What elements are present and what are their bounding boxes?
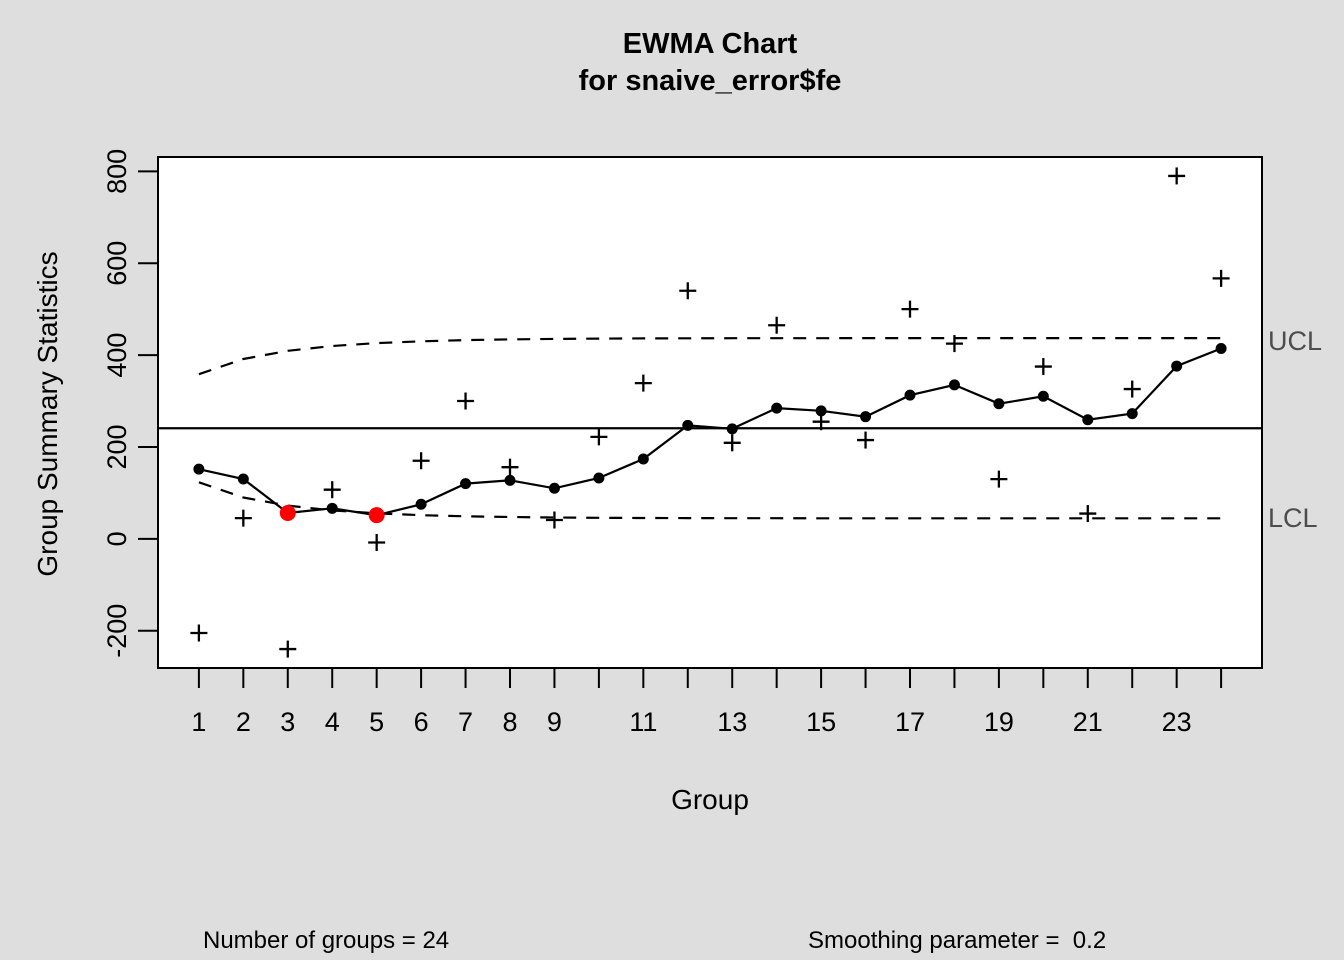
ucl-line (198, 337, 1222, 376)
y-tick-label: 600 (102, 241, 132, 286)
chart-subtitle: for snaive_error$fe (578, 65, 842, 97)
ewma-point (415, 498, 427, 510)
ewma-point (237, 473, 249, 485)
x-tick-label: 11 (629, 707, 657, 737)
x-tick-label: 2 (236, 707, 251, 737)
x-tick-label: 21 (1073, 707, 1103, 737)
x-tick-label: 9 (547, 707, 562, 737)
ewma-point (193, 463, 205, 475)
ewma-point (460, 478, 472, 490)
x-tick-label: 23 (1162, 707, 1192, 737)
y-tick-label: 0 (102, 531, 132, 546)
ewma-point (637, 453, 649, 465)
x-tick-label: 7 (458, 707, 473, 737)
ewma-point (326, 502, 338, 514)
y-tick-label: 400 (102, 333, 132, 378)
ewma-point (1037, 390, 1049, 402)
ewma-point (1082, 414, 1094, 426)
ewma-point (682, 419, 694, 431)
ewma-point (948, 379, 960, 391)
ewma-point-violation (368, 507, 385, 524)
stat-smoothing-parameter: Smoothing parameter = 0.2 (808, 927, 1107, 954)
ewma-point (771, 402, 783, 414)
chart-title: EWMA Chart (622, 28, 798, 60)
ewma-point (548, 482, 560, 494)
y-tick-label: 800 (102, 149, 132, 194)
lcl-label: LCL (1268, 503, 1318, 533)
ewma-point (815, 405, 827, 417)
y-tick-label: 200 (102, 424, 132, 469)
x-tick-label: 5 (369, 707, 384, 737)
ewma-point (993, 398, 1005, 410)
ewma-point (504, 474, 516, 486)
plot-panel (157, 156, 1263, 669)
x-tick-label: 3 (280, 707, 295, 737)
x-tick-label: 13 (717, 707, 747, 737)
x-axis-title: Group (671, 784, 749, 815)
x-tick-label: 8 (502, 707, 517, 737)
ewma-point (1171, 360, 1183, 372)
ewma-point (1126, 408, 1138, 420)
ucl-label: UCL (1268, 326, 1323, 356)
ewma-point (860, 411, 872, 423)
y-tick-label: -200 (102, 604, 132, 658)
x-tick-label: 1 (191, 707, 206, 737)
ewma-point (726, 423, 738, 435)
ewma-point (1215, 343, 1227, 355)
ewma-point (593, 472, 605, 484)
summary-stats-left: Number of groups = 24 Center = 240.7917 … (203, 846, 449, 960)
summary-stats-right: Smoothing parameter = 0.2 Control limits… (808, 846, 1130, 960)
x-tick-label: 6 (414, 707, 429, 737)
chart-title-block: EWMA Chart for snaive_error$fe (158, 26, 1262, 100)
x-tick-label: 4 (325, 707, 340, 737)
x-tick-label: 17 (895, 707, 925, 737)
x-tick-label: 15 (806, 707, 836, 737)
ewma-point-violation (279, 504, 296, 521)
stat-number-of-groups: Number of groups = 24 (203, 927, 450, 954)
ewma-point (904, 389, 916, 401)
x-tick-label: 19 (984, 707, 1014, 737)
